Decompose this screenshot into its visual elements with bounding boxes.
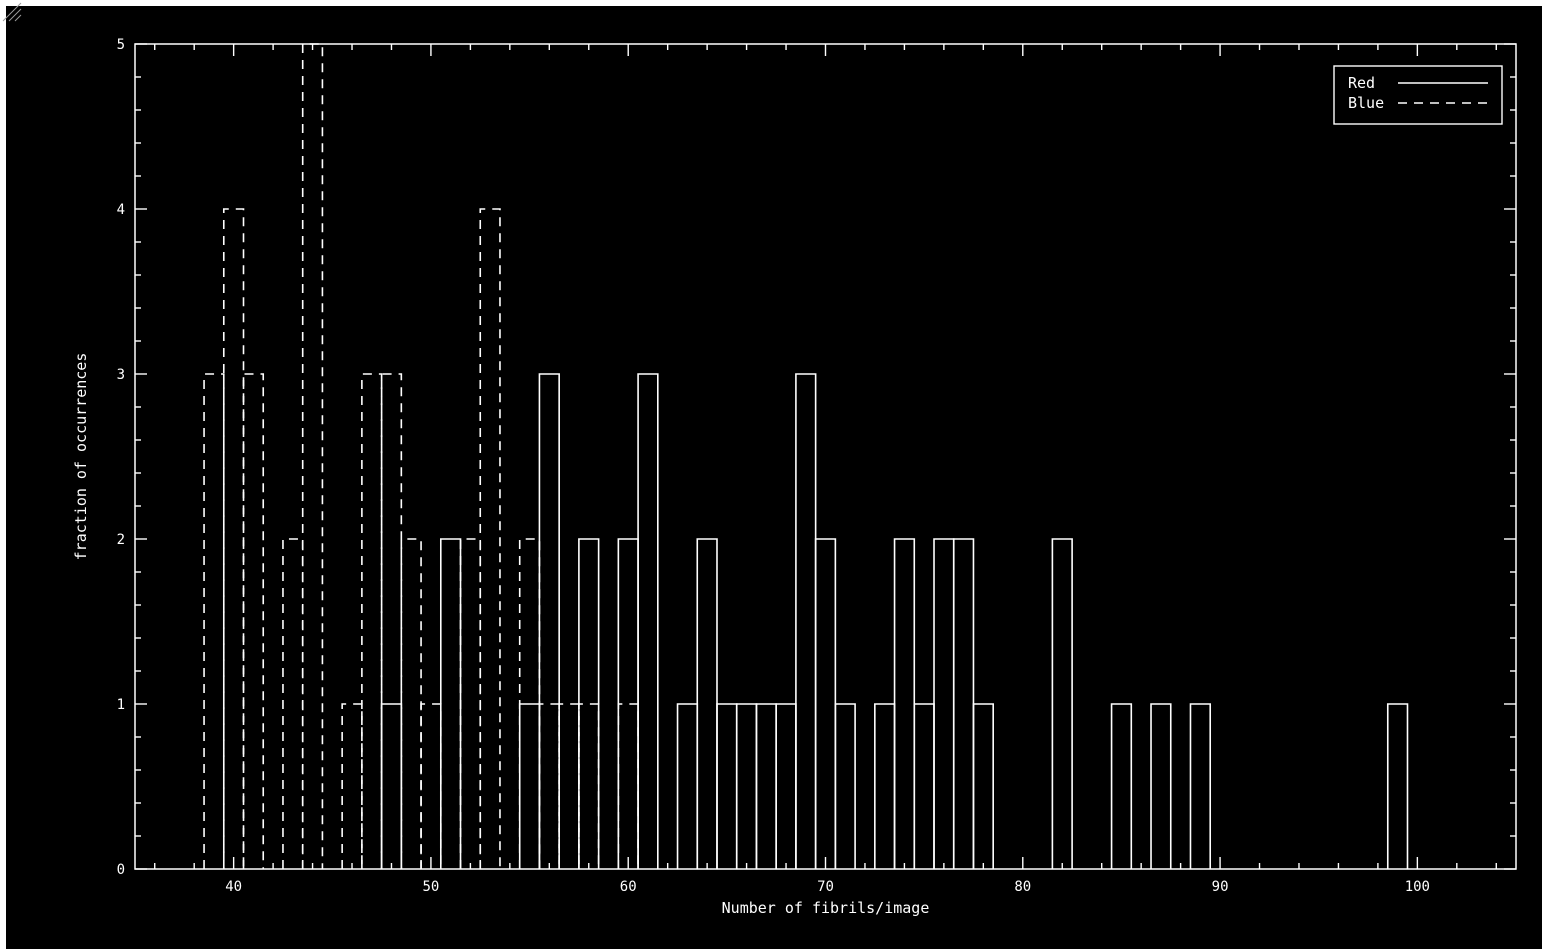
red-histogram-bin (1051, 538, 1073, 869)
red-histogram-bin (972, 703, 994, 869)
red-histogram-bin (874, 703, 896, 869)
blue-histogram-bin (578, 703, 600, 869)
blue-histogram-bin (420, 703, 442, 869)
y-axis-label: fraction of occurrences (72, 353, 90, 561)
y-tick-label: 4 (117, 202, 125, 218)
red-histogram-bin (735, 703, 758, 869)
x-tick-label: 40 (225, 879, 242, 895)
x-tick-label: 70 (817, 879, 834, 895)
red-histogram-bin (1150, 703, 1172, 869)
legend-label-red: Red (1348, 74, 1375, 92)
red-histogram-bin (893, 538, 916, 869)
blue-histogram-bin (242, 373, 265, 869)
red-histogram-bin (676, 703, 699, 869)
red-histogram-bin (1386, 703, 1409, 869)
x-axis-label: Number of fibrils/image (722, 899, 930, 917)
y-tick-label: 5 (117, 37, 125, 53)
red-histogram-bin (637, 373, 659, 869)
red-histogram-bin (952, 538, 975, 869)
blue-histogram-bin (617, 703, 639, 869)
blue-histogram-bin (380, 373, 403, 869)
blue-histogram-bin (538, 703, 560, 869)
blue-histogram-bin (301, 43, 324, 869)
red-histogram-bin (814, 538, 837, 869)
red-histogram-bin (696, 538, 718, 869)
red-histogram-bin (775, 703, 797, 869)
red-histogram-bin (518, 703, 541, 869)
x-tick-label: 90 (1212, 879, 1229, 895)
red-histogram-bin (538, 373, 560, 869)
blue-histogram-bin (558, 703, 580, 869)
red-histogram-bin (1110, 703, 1133, 869)
blue-histogram-bin (459, 538, 482, 869)
resize-grip-icon[interactable] (0, 0, 22, 22)
blue-histogram-bin (361, 373, 383, 869)
x-tick-label: 80 (1014, 879, 1031, 895)
blue-histogram-bin (341, 703, 363, 869)
y-tick-label: 3 (117, 367, 125, 383)
histogram-chart: 40 50 60 70 80 90 100 0 1 2 3 4 5 Number of fibrils/i… (72, 37, 1517, 917)
red-histogram-bin (913, 703, 935, 869)
red-histogram-bin (755, 703, 777, 869)
red-histogram-bin (933, 538, 955, 869)
x-tick-label: 100 (1405, 879, 1430, 895)
red-histogram-bin (716, 703, 738, 869)
blue-histogram-bin (203, 373, 225, 869)
legend-box (1333, 65, 1503, 125)
blue-histogram-bin (400, 538, 422, 869)
x-tick-label: 60 (620, 879, 637, 895)
red-histogram-bin (1189, 703, 1212, 869)
plot-window: 40 50 60 70 80 90 100 0 1 2 3 4 5 Number of fibrils/i… (6, 6, 1542, 949)
red-histogram-bin (795, 373, 817, 869)
red-histogram-bin (439, 538, 462, 869)
y-tick-label: 0 (117, 862, 125, 878)
legend-label-blue: Blue (1348, 94, 1384, 112)
red-histogram-bin (380, 703, 403, 869)
red-histogram-bin (834, 703, 856, 869)
y-tick-label: 1 (117, 697, 125, 713)
plot-frame (134, 43, 1517, 870)
blue-histogram-bin (222, 208, 245, 869)
y-tick-label: 2 (117, 532, 125, 548)
blue-histogram-bin (282, 538, 304, 869)
x-tick-label: 50 (422, 879, 439, 895)
blue-histogram-bin (479, 208, 501, 869)
